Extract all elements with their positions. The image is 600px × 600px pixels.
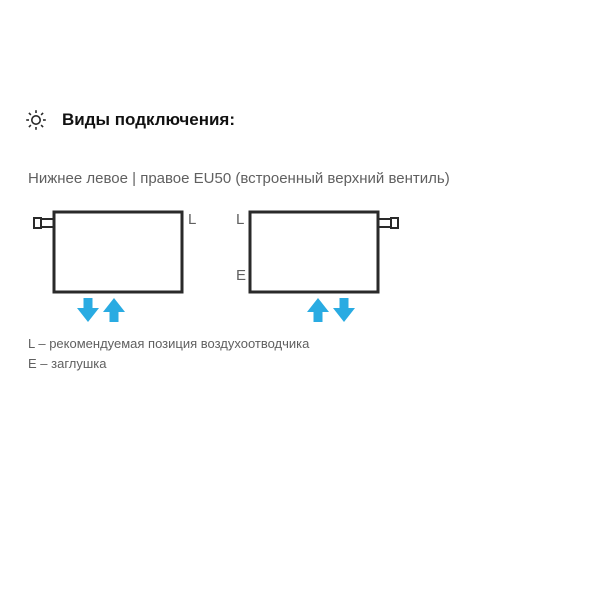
gear-icon	[24, 108, 48, 132]
header: Виды подключения:	[24, 108, 235, 132]
legend-line-e: E – заглушка	[28, 354, 309, 374]
connection-subtitle: Нижнее левое | правое EU50 (встроенный в…	[28, 170, 450, 187]
section-title: Виды подключения:	[62, 110, 235, 130]
svg-text:L: L	[236, 211, 244, 228]
diagram-svg: L L E	[28, 204, 448, 330]
page-root: Виды подключения: Нижнее левое | правое …	[0, 0, 600, 600]
legend-line-l: L – рекомендуемая позиция воздухоотводчи…	[28, 334, 309, 354]
legend: L – рекомендуемая позиция воздухоотводчи…	[28, 334, 309, 373]
svg-text:L: L	[188, 211, 196, 228]
connection-diagram: L L E	[28, 204, 448, 335]
svg-text:E: E	[236, 267, 246, 284]
